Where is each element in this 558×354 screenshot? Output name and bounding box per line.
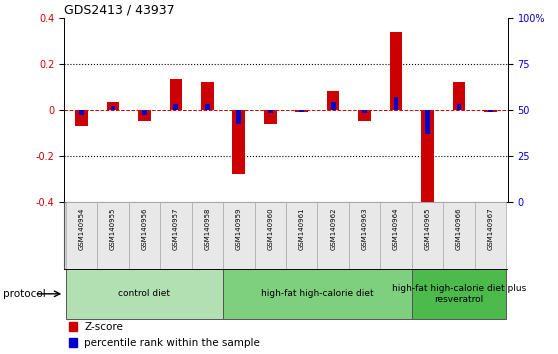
- Bar: [79, 110, 84, 115]
- Bar: [456, 104, 461, 110]
- Text: protocol: protocol: [3, 289, 46, 299]
- Bar: [362, 110, 367, 113]
- Text: GSM140955: GSM140955: [110, 207, 116, 250]
- Text: GSM140965: GSM140965: [425, 207, 431, 250]
- Bar: [295, 110, 308, 112]
- Bar: [327, 91, 339, 110]
- Text: GSM140959: GSM140959: [236, 207, 242, 250]
- Bar: [484, 110, 497, 112]
- Bar: [412, 269, 506, 319]
- Bar: [160, 202, 191, 269]
- Text: GSM140956: GSM140956: [141, 207, 147, 250]
- Bar: [237, 110, 241, 125]
- Bar: [174, 104, 178, 110]
- Text: GSM140963: GSM140963: [362, 207, 368, 250]
- Text: GSM140958: GSM140958: [204, 207, 210, 250]
- Bar: [381, 202, 412, 269]
- Bar: [107, 102, 119, 110]
- Text: GSM140962: GSM140962: [330, 207, 336, 250]
- Bar: [223, 202, 254, 269]
- Bar: [142, 110, 147, 115]
- Bar: [223, 269, 412, 319]
- Bar: [349, 202, 381, 269]
- Text: control diet: control diet: [118, 289, 170, 298]
- Bar: [254, 202, 286, 269]
- Bar: [425, 110, 430, 134]
- Bar: [75, 110, 88, 126]
- Bar: [129, 202, 160, 269]
- Text: GSM140964: GSM140964: [393, 207, 399, 250]
- Bar: [421, 110, 434, 206]
- Bar: [358, 110, 371, 121]
- Bar: [299, 110, 304, 112]
- Bar: [170, 79, 182, 110]
- Text: GSM140966: GSM140966: [456, 207, 462, 250]
- Bar: [69, 338, 76, 347]
- Bar: [138, 110, 151, 121]
- Text: high-fat high-calorie diet: high-fat high-calorie diet: [261, 289, 374, 298]
- Bar: [390, 32, 402, 110]
- Bar: [110, 106, 116, 110]
- Bar: [394, 97, 398, 110]
- Text: high-fat high-calorie diet plus
resveratrol: high-fat high-calorie diet plus resverat…: [392, 284, 526, 303]
- Bar: [331, 102, 335, 110]
- Bar: [264, 110, 277, 124]
- Bar: [66, 269, 223, 319]
- Bar: [201, 82, 214, 110]
- Bar: [488, 110, 493, 112]
- Bar: [191, 202, 223, 269]
- Bar: [205, 104, 210, 110]
- Bar: [97, 202, 129, 269]
- Bar: [233, 110, 245, 174]
- Text: GSM140961: GSM140961: [299, 207, 305, 250]
- Bar: [66, 202, 97, 269]
- Text: percentile rank within the sample: percentile rank within the sample: [84, 338, 260, 348]
- Bar: [318, 202, 349, 269]
- Bar: [69, 322, 76, 331]
- Bar: [286, 202, 318, 269]
- Text: GDS2413 / 43937: GDS2413 / 43937: [64, 4, 175, 17]
- Text: GSM140960: GSM140960: [267, 207, 273, 250]
- Bar: [268, 110, 273, 113]
- Text: Z-score: Z-score: [84, 322, 123, 332]
- Text: GSM140967: GSM140967: [488, 207, 493, 250]
- Text: GSM140957: GSM140957: [173, 207, 179, 250]
- Bar: [475, 202, 506, 269]
- Bar: [453, 82, 465, 110]
- Text: GSM140954: GSM140954: [79, 207, 84, 250]
- Bar: [443, 202, 475, 269]
- Bar: [412, 202, 443, 269]
